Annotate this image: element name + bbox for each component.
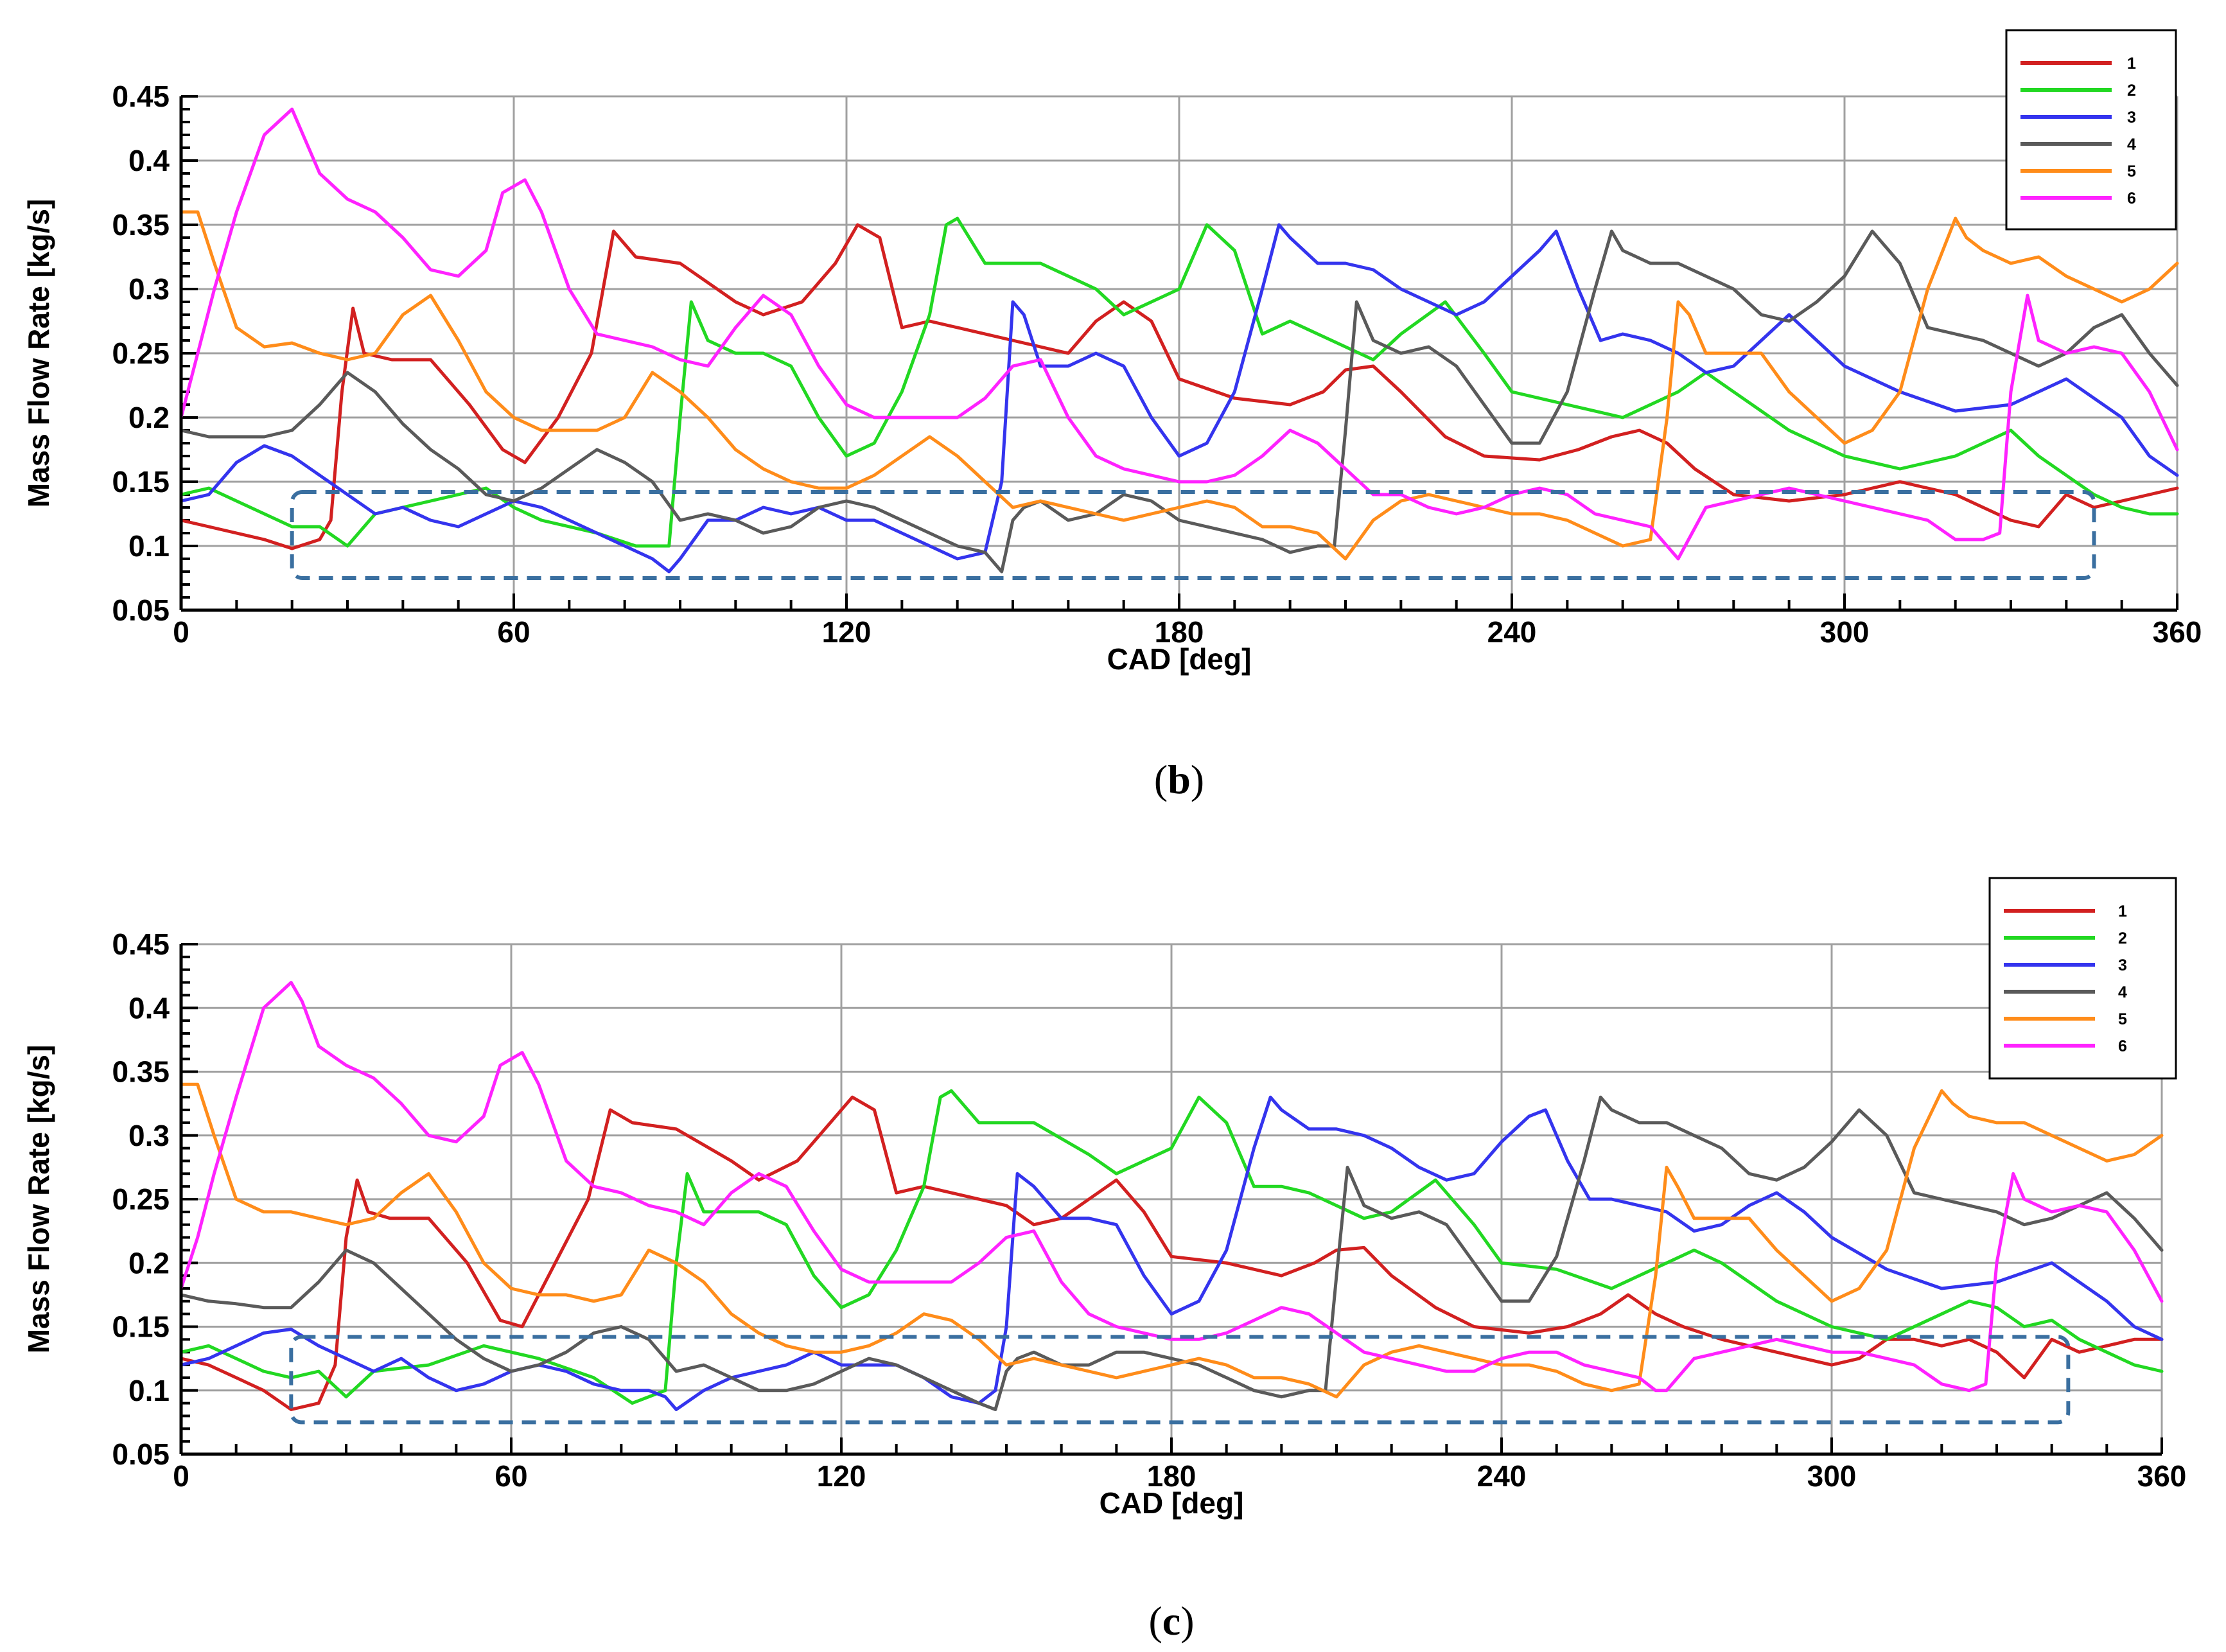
x-tick-label: 360 (2153, 615, 2202, 649)
y-tick-label: 0.2 (128, 401, 170, 434)
x-tick-label: 0 (173, 1459, 189, 1493)
highlight-box (290, 490, 2096, 580)
series-line-1 (179, 223, 2179, 550)
y-tick-label: 0.3 (128, 272, 170, 306)
series-line-1 (179, 1095, 2164, 1411)
y-tick-label: 0.05 (112, 1437, 170, 1471)
x-tick-label: 240 (1477, 1459, 1527, 1493)
y-tick-label: 0.35 (112, 208, 170, 242)
legend-label-1: 1 (2118, 902, 2127, 920)
legend-label-2: 2 (2118, 929, 2127, 947)
legend-box (1988, 877, 2177, 1080)
legend-label-4: 4 (2118, 983, 2127, 1001)
y-tick-label: 0.15 (112, 465, 170, 498)
y-tick-label: 0.05 (112, 593, 170, 627)
series-line-5 (179, 210, 2179, 561)
x-tick-label: 60 (495, 1459, 527, 1493)
y-tick-label: 0.4 (128, 144, 170, 177)
chart-panel-c: 0 60 120 180 240 300 360 0.05 0.1 0.15 0.2 0.25 0.3 0… (22, 877, 2187, 1644)
y-axis-title: Mass Flow Rate [kg/s] (22, 1045, 55, 1354)
legend: 1 2 3 4 5 6 (1988, 877, 2177, 1080)
series-line-6 (179, 981, 2164, 1393)
series-line-5 (179, 1082, 2164, 1399)
panel-caption: (c) (1148, 1598, 1194, 1644)
legend: 1 2 3 4 5 6 (2005, 29, 2177, 231)
x-tick-label: 360 (2137, 1459, 2187, 1493)
x-tick-label: 240 (1487, 615, 1537, 649)
x-tick-label: 120 (817, 1459, 866, 1493)
series-line-6 (179, 107, 2179, 561)
x-tick-label: 180 (1155, 615, 1204, 649)
y-tick-label: 0.45 (112, 927, 170, 961)
y-tick-label: 0.4 (128, 991, 170, 1024)
y-axis-title: Mass Flow Rate [kg/s] (22, 199, 55, 508)
x-axis-title: CAD [deg] (1100, 1486, 1244, 1520)
x-tick-label: 60 (497, 615, 530, 649)
legend-label-5: 5 (2127, 163, 2136, 180)
x-axis-title: CAD [deg] (1107, 642, 1252, 676)
legend-label-2: 2 (2127, 82, 2136, 100)
y-tick-label: 0.1 (128, 529, 170, 563)
legend-label-3: 3 (2118, 956, 2127, 974)
legend-label-3: 3 (2127, 109, 2136, 127)
y-tick-label: 0.2 (128, 1246, 170, 1279)
x-tick-label: 300 (1820, 615, 1870, 649)
highlight-box (289, 1335, 2071, 1425)
legend-label-6: 6 (2127, 189, 2136, 207)
legend-label-6: 6 (2118, 1037, 2127, 1055)
y-tick-label: 0.25 (112, 1182, 170, 1216)
y-tick-label: 0.3 (128, 1119, 170, 1152)
legend-label-1: 1 (2127, 55, 2136, 73)
x-tick-label: 300 (1807, 1459, 1857, 1493)
y-tick-label: 0.1 (128, 1374, 170, 1407)
y-tick-label: 0.15 (112, 1310, 170, 1344)
panel-caption: (b) (1154, 757, 1204, 802)
legend-label-4: 4 (2127, 136, 2136, 154)
y-tick-label: 0.45 (112, 80, 170, 113)
y-tick-label: 0.35 (112, 1055, 170, 1089)
x-tick-label: 0 (173, 615, 189, 649)
chart-panel-b: 0 60 120 180 240 300 360 0.05 0.1 0.15 0.2 0.25 0.3 0… (22, 29, 2202, 802)
x-tick-label: 120 (822, 615, 872, 649)
y-tick-label: 0.25 (112, 337, 170, 370)
series-line-2 (179, 1089, 2164, 1405)
legend-label-5: 5 (2118, 1010, 2127, 1028)
x-tick-label: 180 (1147, 1459, 1196, 1493)
